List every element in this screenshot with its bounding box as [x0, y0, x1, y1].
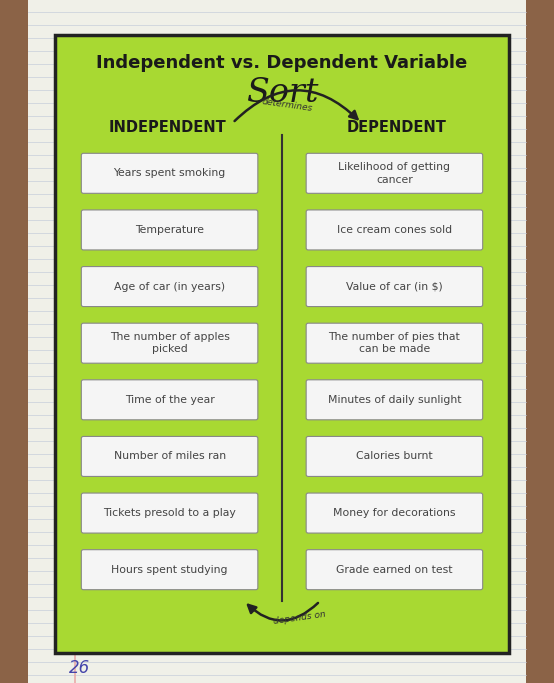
- Text: The number of apples
picked: The number of apples picked: [110, 332, 229, 354]
- Text: Number of miles ran: Number of miles ran: [114, 451, 225, 462]
- FancyBboxPatch shape: [306, 323, 483, 363]
- Text: Sort: Sort: [246, 77, 318, 109]
- Text: Calories burnt: Calories burnt: [356, 451, 433, 462]
- Text: The number of pies that
can be made: The number of pies that can be made: [329, 332, 460, 354]
- Text: determines: determines: [261, 97, 313, 113]
- FancyBboxPatch shape: [81, 380, 258, 420]
- FancyBboxPatch shape: [306, 210, 483, 250]
- FancyBboxPatch shape: [28, 0, 526, 683]
- FancyArrowPatch shape: [248, 603, 318, 620]
- FancyBboxPatch shape: [55, 35, 509, 653]
- FancyBboxPatch shape: [306, 493, 483, 533]
- Text: Likelihood of getting
cancer: Likelihood of getting cancer: [338, 162, 450, 184]
- Text: Minutes of daily sunlight: Minutes of daily sunlight: [327, 395, 461, 405]
- FancyBboxPatch shape: [306, 266, 483, 307]
- Text: Ice cream cones sold: Ice cream cones sold: [337, 225, 452, 235]
- FancyBboxPatch shape: [306, 153, 483, 193]
- Text: DEPENDENT: DEPENDENT: [346, 120, 447, 135]
- FancyBboxPatch shape: [81, 210, 258, 250]
- FancyArrowPatch shape: [234, 90, 357, 121]
- Text: Tickets presold to a play: Tickets presold to a play: [103, 508, 236, 518]
- FancyBboxPatch shape: [524, 0, 554, 683]
- FancyBboxPatch shape: [81, 493, 258, 533]
- Text: Grade earned on test: Grade earned on test: [336, 565, 453, 574]
- Text: depends on: depends on: [273, 610, 327, 626]
- Text: INDEPENDENT: INDEPENDENT: [109, 120, 227, 135]
- FancyBboxPatch shape: [0, 0, 30, 683]
- Text: Years spent smoking: Years spent smoking: [114, 168, 225, 178]
- FancyBboxPatch shape: [306, 380, 483, 420]
- Text: Value of car (in $): Value of car (in $): [346, 281, 443, 292]
- FancyBboxPatch shape: [306, 550, 483, 589]
- Text: Temperature: Temperature: [135, 225, 204, 235]
- FancyBboxPatch shape: [81, 153, 258, 193]
- Text: Age of car (in years): Age of car (in years): [114, 281, 225, 292]
- FancyBboxPatch shape: [81, 266, 258, 307]
- Text: Money for decorations: Money for decorations: [333, 508, 456, 518]
- Text: Time of the year: Time of the year: [125, 395, 214, 405]
- FancyBboxPatch shape: [81, 323, 258, 363]
- FancyBboxPatch shape: [306, 436, 483, 477]
- FancyBboxPatch shape: [81, 550, 258, 589]
- FancyBboxPatch shape: [81, 436, 258, 477]
- Text: Independent vs. Dependent Variable: Independent vs. Dependent Variable: [96, 54, 468, 72]
- Text: Hours spent studying: Hours spent studying: [111, 565, 228, 574]
- Text: 26: 26: [69, 659, 91, 677]
